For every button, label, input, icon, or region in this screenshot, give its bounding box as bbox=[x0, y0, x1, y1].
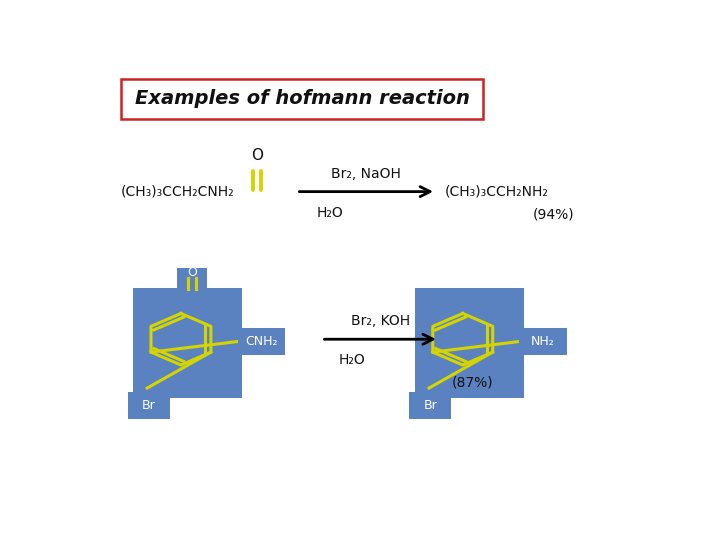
Text: Br: Br bbox=[142, 399, 156, 412]
Text: O: O bbox=[251, 147, 264, 163]
Bar bbox=[133, 288, 242, 399]
Text: (87%): (87%) bbox=[451, 376, 493, 390]
Bar bbox=[127, 392, 169, 419]
Bar bbox=[121, 79, 483, 119]
Text: Br₂, NaOH: Br₂, NaOH bbox=[331, 167, 401, 181]
Text: Br₂, KOH: Br₂, KOH bbox=[351, 314, 410, 328]
Bar bbox=[410, 392, 451, 419]
Text: CNH₂: CNH₂ bbox=[245, 335, 277, 348]
Text: (CH₃)₃CCH₂CNH₂: (CH₃)₃CCH₂CNH₂ bbox=[121, 185, 234, 199]
Text: (94%): (94%) bbox=[532, 207, 574, 221]
Bar bbox=[238, 328, 285, 355]
Bar bbox=[415, 288, 524, 399]
Text: Examples of hofmann reaction: Examples of hofmann reaction bbox=[135, 90, 469, 109]
Bar bbox=[177, 267, 207, 291]
Bar bbox=[519, 328, 567, 355]
Text: NH₂: NH₂ bbox=[531, 335, 555, 348]
Text: (CH₃)₃CCH₂NH₂: (CH₃)₃CCH₂NH₂ bbox=[444, 185, 548, 199]
Text: H₂O: H₂O bbox=[339, 353, 366, 367]
Text: O: O bbox=[187, 266, 197, 279]
Text: Br: Br bbox=[423, 399, 437, 412]
Text: H₂O: H₂O bbox=[317, 206, 343, 220]
